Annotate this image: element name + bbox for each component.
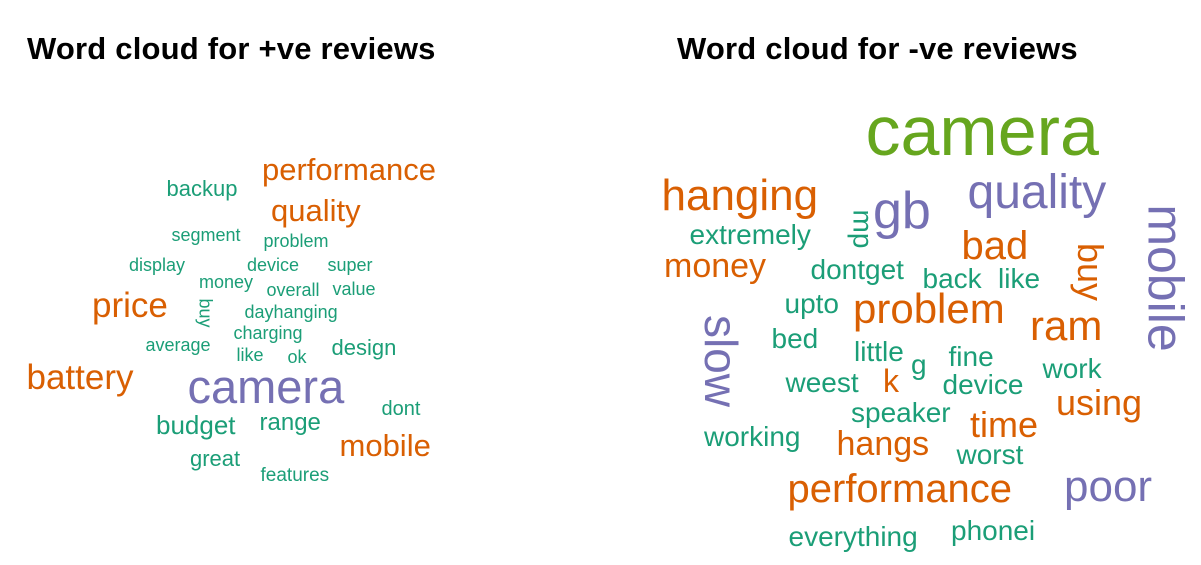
word-neg-performance: performance — [787, 467, 1013, 511]
word-neg-working: working — [704, 421, 801, 452]
word-pos-camera: camera — [187, 359, 345, 413]
word-pos-budget: budget — [156, 410, 236, 440]
word-neg-bed: bed — [771, 323, 819, 354]
word-neg-weest: weest — [785, 367, 859, 398]
word-neg-like: like — [998, 263, 1041, 294]
word-neg-hanging: hanging — [661, 171, 819, 220]
negative-word-cloud: camera hanging gb quality mobile mp extremely b… — [600, 0, 1201, 565]
positive-reviews-panel: Word cloud for +ve reviews camera perform… — [0, 0, 600, 565]
word-neg-hangs: hangs — [836, 425, 930, 463]
word-pos-quality: quality — [271, 192, 361, 228]
word-neg-slow: slow — [695, 314, 748, 408]
positive-cloud-title: Word cloud for +ve reviews — [27, 31, 436, 66]
word-pos-value: value — [332, 279, 376, 299]
word-neg-little: little — [854, 336, 904, 367]
word-neg-mp: mp — [846, 209, 878, 249]
word-pos-problem: problem — [263, 231, 329, 251]
word-pos-average: average — [145, 335, 211, 355]
word-neg-bad: bad — [961, 224, 1029, 268]
word-neg-camera: camera — [865, 92, 1099, 170]
word-neg-speaker: speaker — [851, 397, 951, 428]
word-neg-back: back — [922, 263, 982, 294]
word-pos-design: design — [331, 335, 397, 360]
word-neg-gb: gb — [873, 182, 931, 240]
word-neg-quality: quality — [967, 166, 1107, 219]
word-pos-ok: ok — [287, 347, 307, 367]
word-neg-device: device — [942, 369, 1024, 400]
word-pos-backup: backup — [166, 176, 238, 201]
positive-word-cloud: camera performance quality price battery mobi… — [0, 0, 600, 565]
word-neg-phonei: phonei — [951, 515, 1036, 546]
word-neg-k: k — [883, 363, 899, 399]
word-neg-dontget: dontget — [810, 254, 904, 285]
word-pos-features: features — [260, 464, 330, 486]
word-neg-poor: poor — [1064, 462, 1153, 511]
word-neg-problem: problem — [853, 285, 1005, 332]
word-pos-great: great — [190, 446, 241, 471]
word-pos-overall: overall — [266, 280, 320, 300]
word-pos-segment: segment — [171, 225, 241, 245]
word-neg-g: g — [911, 349, 927, 380]
word-neg-fine: fine — [948, 341, 994, 372]
word-pos-charging: charging — [233, 323, 303, 343]
word-pos-buy: buy — [195, 298, 216, 328]
negative-reviews-panel: Word cloud for -ve reviews camera hanging… — [600, 0, 1201, 565]
word-neg-upto: upto — [784, 288, 840, 319]
word-neg-mobile: mobile — [1137, 204, 1194, 352]
word-pos-device: device — [247, 255, 300, 275]
word-neg-using: using — [1056, 382, 1143, 423]
word-pos-price: price — [92, 285, 168, 325]
word-neg-money: money — [664, 247, 767, 285]
word-pos-battery: battery — [26, 357, 134, 397]
word-neg-ram: ram — [1030, 302, 1103, 349]
word-pos-like: like — [236, 345, 264, 365]
negative-cloud-title: Word cloud for -ve reviews — [677, 31, 1078, 66]
word-pos-display: display — [129, 255, 186, 275]
word-pos-performance: performance — [262, 151, 437, 187]
word-pos-range: range — [259, 409, 321, 436]
word-neg-buy: buy — [1070, 242, 1112, 302]
word-neg-work: work — [1042, 353, 1102, 384]
word-pos-money: money — [199, 272, 254, 292]
word-neg-worst: worst — [956, 439, 1024, 470]
word-neg-everything: everything — [788, 521, 918, 552]
word-neg-extremely: extremely — [689, 219, 811, 250]
word-pos-dont: dont — [381, 398, 421, 420]
word-pos-mobile: mobile — [339, 427, 431, 463]
word-neg-time: time — [970, 404, 1039, 445]
word-pos-super: super — [327, 255, 373, 275]
word-pos-dayhanging: dayhanging — [244, 302, 338, 322]
